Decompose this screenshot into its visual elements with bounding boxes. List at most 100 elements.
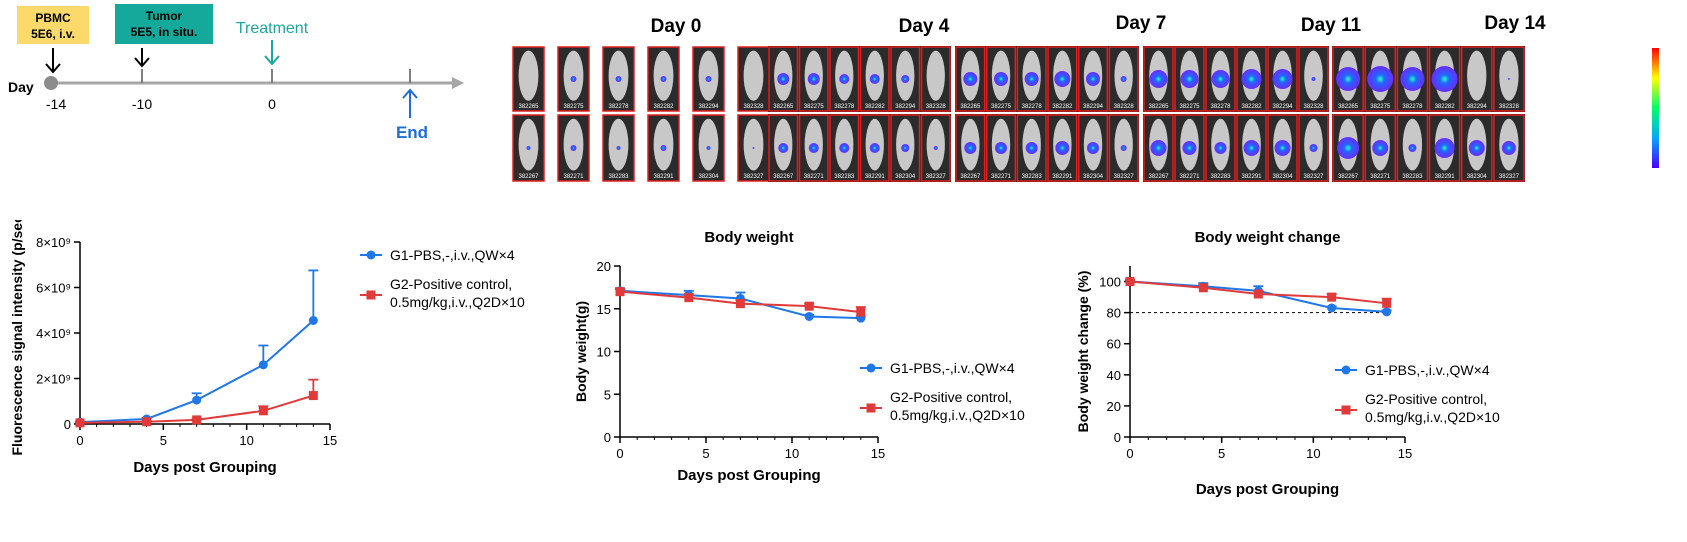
chart-title: Body weight: [704, 229, 793, 246]
imaging-strip-bg: [955, 114, 1139, 182]
end-arrow: [402, 88, 418, 118]
legend-label: G2-Positive control,: [890, 389, 1012, 405]
data-point: [258, 406, 268, 416]
y-tick-label: 0: [604, 430, 611, 445]
data-point: [308, 315, 318, 325]
chart-title: Body weight change: [1195, 229, 1341, 246]
y-tick-label: 40: [1107, 368, 1121, 383]
data-point: [735, 299, 745, 309]
legend-label: G1-PBS,-,i.v.,QW×4: [390, 247, 515, 263]
legend-label: 0.5mg/kg,i.v.,Q2D×10: [390, 294, 525, 310]
signal-spot: [1211, 70, 1230, 88]
data-point: [1327, 292, 1337, 302]
signal-spot: [1087, 142, 1099, 154]
x-tick-label: 0: [616, 446, 623, 461]
mouse-body: [1114, 50, 1133, 101]
signal-spot: [1372, 140, 1389, 156]
mouse-id-label: 382282: [1435, 104, 1456, 110]
signal-spot: [808, 143, 819, 153]
treatment-arrow: [264, 40, 280, 66]
mouse-id-label: 382271: [804, 174, 825, 180]
mouse-id-label: 382328: [1303, 104, 1324, 110]
mouse-id-label: 382291: [865, 174, 886, 180]
mouse-id-label: 382283: [1402, 174, 1423, 180]
legend-label: 0.5mg/kg,i.v.,Q2D×10: [890, 407, 1025, 423]
mouse-id-label: 382304: [1083, 174, 1104, 180]
timeline-tick-label: -10: [132, 96, 152, 112]
mouse-id-label: 382267: [1338, 174, 1359, 180]
signal-spot: [1054, 71, 1071, 87]
imaging-strip-bg: [1332, 46, 1525, 112]
y-tick-label: 15: [597, 302, 611, 317]
y-tick-label: 20: [1107, 399, 1121, 414]
mouse-id-label: 382278: [834, 104, 855, 110]
imaging-strip-bg: [768, 114, 951, 182]
pbmc-box-line2: 5E6, i.v.: [31, 27, 75, 41]
y-tick-label: 60: [1107, 337, 1121, 352]
treatment-label: Treatment: [236, 20, 309, 37]
mouse-id-label: 382327: [1114, 174, 1135, 180]
mouse-id-label: 382282: [1052, 104, 1073, 110]
tumor-box-line1: Tumor: [146, 9, 183, 23]
y-tick-label: 2×10⁹: [36, 372, 71, 387]
mouse-body: [608, 118, 629, 171]
x-axis-label: Days post Grouping: [1196, 481, 1339, 498]
y-axis-label: Body weight change (%): [1075, 271, 1091, 433]
legend-label: G2-Positive control,: [390, 276, 512, 292]
mouse-id-label: 382275: [563, 104, 584, 110]
signal-spot: [1274, 140, 1291, 156]
mouse-body: [518, 50, 539, 101]
mouse-id-label: 382294: [698, 104, 719, 110]
day-header: Day 0: [651, 16, 702, 37]
timeline-start-dot: [44, 76, 58, 90]
mouse-body: [1499, 50, 1519, 101]
imaging-strip-bg: [768, 46, 951, 112]
signal-spot: [1431, 66, 1458, 92]
signal-spot: [1311, 77, 1316, 81]
signal-spot: [1400, 67, 1425, 91]
signal-spot: [1024, 72, 1039, 86]
y-tick-label: 80: [1107, 306, 1121, 321]
signal-spot: [839, 143, 850, 153]
mouse-id-label: 382267: [518, 174, 539, 180]
mouse-id-label: 382291: [1241, 174, 1262, 180]
mouse-id-label: 382327: [743, 174, 764, 180]
signal-spot: [570, 145, 577, 151]
signal-spot: [1507, 78, 1510, 80]
mouse-id-label: 382275: [991, 104, 1012, 110]
x-tick-label: 15: [871, 446, 885, 461]
x-tick-label: 10: [239, 433, 253, 448]
tumor-box-line2: 5E5, in situ.: [131, 25, 198, 39]
mouse-body: [743, 118, 764, 171]
signal-spot: [660, 145, 667, 151]
day-header: Day 7: [1116, 13, 1167, 34]
data-point: [192, 415, 202, 425]
y-axis-label: Body weight(g): [573, 301, 589, 402]
mouse-body: [698, 50, 719, 101]
legend-label: G1-PBS,-,i.v.,QW×4: [890, 360, 1015, 376]
signal-spot: [1214, 142, 1227, 154]
legend-marker: [866, 363, 876, 373]
mouse-id-label: 382271: [563, 174, 584, 180]
signal-spot: [570, 76, 577, 82]
y-tick-label: 10: [597, 345, 611, 360]
data-point: [804, 301, 814, 311]
mouse-id-label: 382328: [926, 104, 947, 110]
body-weight-change-chart: 0 5 10 15 0 20 40 60 80 100 Body weight change Days…: [1075, 229, 1500, 498]
mouse-body: [1467, 50, 1487, 101]
pbmc-arrow: [45, 48, 61, 74]
signal-spot: [964, 142, 977, 154]
signal-spot: [615, 76, 622, 82]
imaging-strip-bg: [1143, 46, 1329, 112]
mouse-id-label: 382283: [1022, 174, 1043, 180]
timeline-tick-label: -14: [46, 96, 66, 112]
signal-spot: [839, 74, 850, 84]
mouse-id-label: 382282: [1241, 104, 1262, 110]
legend-marker: [366, 290, 376, 300]
signal-spot: [616, 146, 621, 150]
signal-spot: [869, 74, 880, 84]
mouse-id-label: 382291: [653, 174, 674, 180]
data-point: [1253, 289, 1263, 299]
signal-spot: [1336, 67, 1361, 91]
legend-label: 0.5mg/kg,i.v.,Q2D×10: [1365, 409, 1500, 425]
